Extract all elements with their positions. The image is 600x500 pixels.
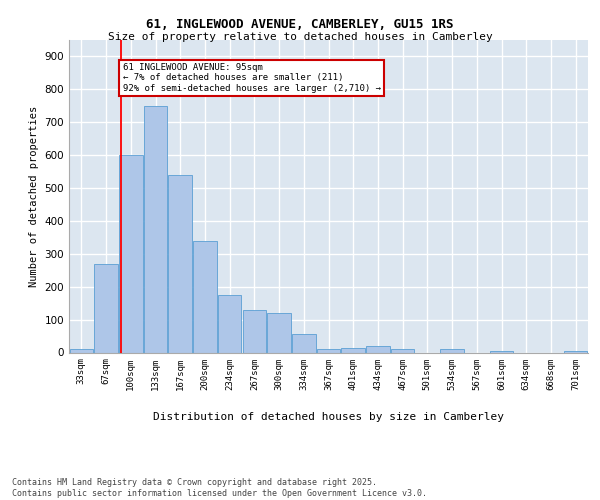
Text: Distribution of detached houses by size in Camberley: Distribution of detached houses by size …	[154, 412, 504, 422]
Bar	[292, 334, 316, 352]
Bar	[366, 346, 389, 352]
Bar	[564, 351, 587, 352]
Bar	[119, 155, 143, 352]
Bar	[317, 349, 340, 352]
Bar	[144, 106, 167, 352]
Bar	[341, 348, 365, 352]
Text: Contains HM Land Registry data © Crown copyright and database right 2025.
Contai: Contains HM Land Registry data © Crown c…	[12, 478, 427, 498]
Bar	[94, 264, 118, 352]
Y-axis label: Number of detached properties: Number of detached properties	[29, 106, 39, 287]
Bar	[70, 349, 93, 352]
Bar	[169, 175, 192, 352]
Text: 61, INGLEWOOD AVENUE, CAMBERLEY, GU15 1RS: 61, INGLEWOOD AVENUE, CAMBERLEY, GU15 1R…	[146, 18, 454, 30]
Bar	[391, 348, 415, 352]
Text: Size of property relative to detached houses in Camberley: Size of property relative to detached ho…	[107, 32, 493, 42]
Bar	[242, 310, 266, 352]
Bar	[218, 295, 241, 352]
Bar	[268, 313, 291, 352]
Bar	[490, 351, 513, 352]
Bar	[440, 349, 464, 352]
Bar	[193, 240, 217, 352]
Text: 61 INGLEWOOD AVENUE: 95sqm
← 7% of detached houses are smaller (211)
92% of semi: 61 INGLEWOOD AVENUE: 95sqm ← 7% of detac…	[122, 63, 380, 93]
